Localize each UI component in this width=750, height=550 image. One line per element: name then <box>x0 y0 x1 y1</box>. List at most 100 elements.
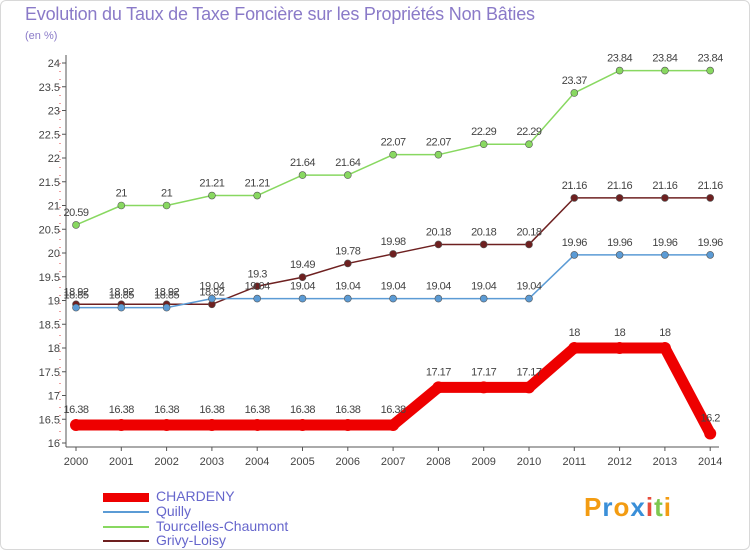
data-point <box>525 294 533 303</box>
logo-letter: P <box>584 492 603 522</box>
data-label: 19.04 <box>381 281 406 293</box>
y-tick-label: 17 <box>48 391 60 403</box>
data-label: 21.64 <box>290 157 315 169</box>
data-label: 16.2 <box>700 413 720 425</box>
data-label: 19.04 <box>335 281 360 293</box>
legend-swatch <box>103 493 149 502</box>
y-tick-label: 22.5 <box>39 129 60 141</box>
data-point <box>704 427 717 440</box>
chart-title: Evolution du Taux de Taxe Foncière sur l… <box>25 4 535 24</box>
data-point <box>706 194 715 202</box>
y-tick-label: 23 <box>48 106 60 118</box>
data-point <box>115 418 128 431</box>
y-tick-label: 22 <box>48 153 60 165</box>
data-point <box>389 250 397 258</box>
y-tick-label: 21 <box>48 201 60 213</box>
data-point <box>205 418 218 431</box>
y-tick-label: 16 <box>48 438 60 450</box>
y-tick-label: 16.5 <box>39 414 60 426</box>
data-label: 21.16 <box>607 180 632 192</box>
logo-letter: o <box>613 492 631 522</box>
data-point <box>434 240 443 249</box>
x-tick-label: 2003 <box>200 456 224 468</box>
data-label: 17.17 <box>471 366 496 378</box>
data-label: 18.92 <box>109 286 134 298</box>
data-point <box>570 194 579 202</box>
x-tick-label: 2004 <box>245 456 269 468</box>
data-point <box>389 294 397 303</box>
data-label: 16.38 <box>63 404 88 416</box>
data-label: 19.96 <box>652 237 677 249</box>
legend-swatch <box>103 511 149 513</box>
data-label: 19.04 <box>245 281 270 293</box>
data-label: 16.38 <box>290 404 315 416</box>
data-point <box>658 342 671 354</box>
x-tick-label: 2013 <box>653 456 677 468</box>
data-label: 16.38 <box>154 404 179 416</box>
legend-label: Tourcelles-Chaumont <box>156 518 289 534</box>
y-tick-label: 19 <box>48 296 60 308</box>
data-point <box>706 66 715 75</box>
data-point <box>615 194 624 202</box>
data-label: 22.07 <box>426 137 451 149</box>
y-tick-label: 17.5 <box>39 367 60 379</box>
x-tick-label: 2014 <box>698 456 722 468</box>
data-point <box>117 303 126 312</box>
data-label: 23.84 <box>652 53 677 65</box>
data-point <box>298 273 307 282</box>
data-point <box>525 140 533 149</box>
data-point <box>162 303 171 312</box>
data-label: 18.92 <box>199 286 224 298</box>
data-point <box>343 294 352 303</box>
x-tick-label: 2001 <box>109 456 133 468</box>
data-point <box>570 251 579 259</box>
data-label: 18 <box>659 327 671 339</box>
data-label: 19.3 <box>247 268 267 280</box>
data-point <box>525 240 533 249</box>
data-label: 18 <box>569 327 581 339</box>
x-tick-label: 2005 <box>290 456 314 468</box>
data-point <box>523 381 535 394</box>
legend-swatch <box>103 526 149 528</box>
data-label: 22.29 <box>516 126 541 138</box>
data-point <box>343 259 352 268</box>
data-point <box>72 221 80 229</box>
data-point <box>661 66 669 75</box>
data-point <box>341 418 354 431</box>
logo-letter: i <box>645 492 655 522</box>
data-point <box>298 294 307 303</box>
data-label: 21.16 <box>652 180 677 192</box>
data-label: 21 <box>116 188 128 200</box>
data-label: 19.04 <box>290 281 315 293</box>
y-tick-label: 20.5 <box>39 224 60 236</box>
legend-label: Quilly <box>156 503 192 519</box>
y-tick-label: 20 <box>48 248 60 260</box>
data-point <box>615 66 624 75</box>
data-label: 16.38 <box>245 404 270 416</box>
data-label: 19.04 <box>426 281 451 293</box>
logo-letter: t <box>654 492 664 522</box>
data-label: 21.64 <box>335 157 360 169</box>
data-point <box>706 251 715 259</box>
legend-swatch <box>103 540 149 542</box>
data-label: 20.18 <box>426 226 451 238</box>
x-tick-label: 2008 <box>426 456 450 468</box>
data-point <box>251 418 264 431</box>
data-point <box>208 294 216 303</box>
logo-letter: i <box>663 492 672 522</box>
data-label: 21.21 <box>199 178 224 190</box>
data-point <box>432 381 445 394</box>
data-point <box>160 418 173 431</box>
data-label: 19.04 <box>516 281 541 293</box>
data-label: 18.85 <box>109 290 134 302</box>
data-label: 19.96 <box>698 237 723 249</box>
data-label: 18.85 <box>63 290 88 302</box>
x-tick-label: 2002 <box>154 456 178 468</box>
data-label: 20.18 <box>471 226 496 238</box>
data-point <box>296 418 309 431</box>
data-label: 23.84 <box>698 53 723 65</box>
data-point <box>208 191 216 200</box>
data-label: 22.29 <box>471 126 496 138</box>
data-point <box>253 191 262 200</box>
